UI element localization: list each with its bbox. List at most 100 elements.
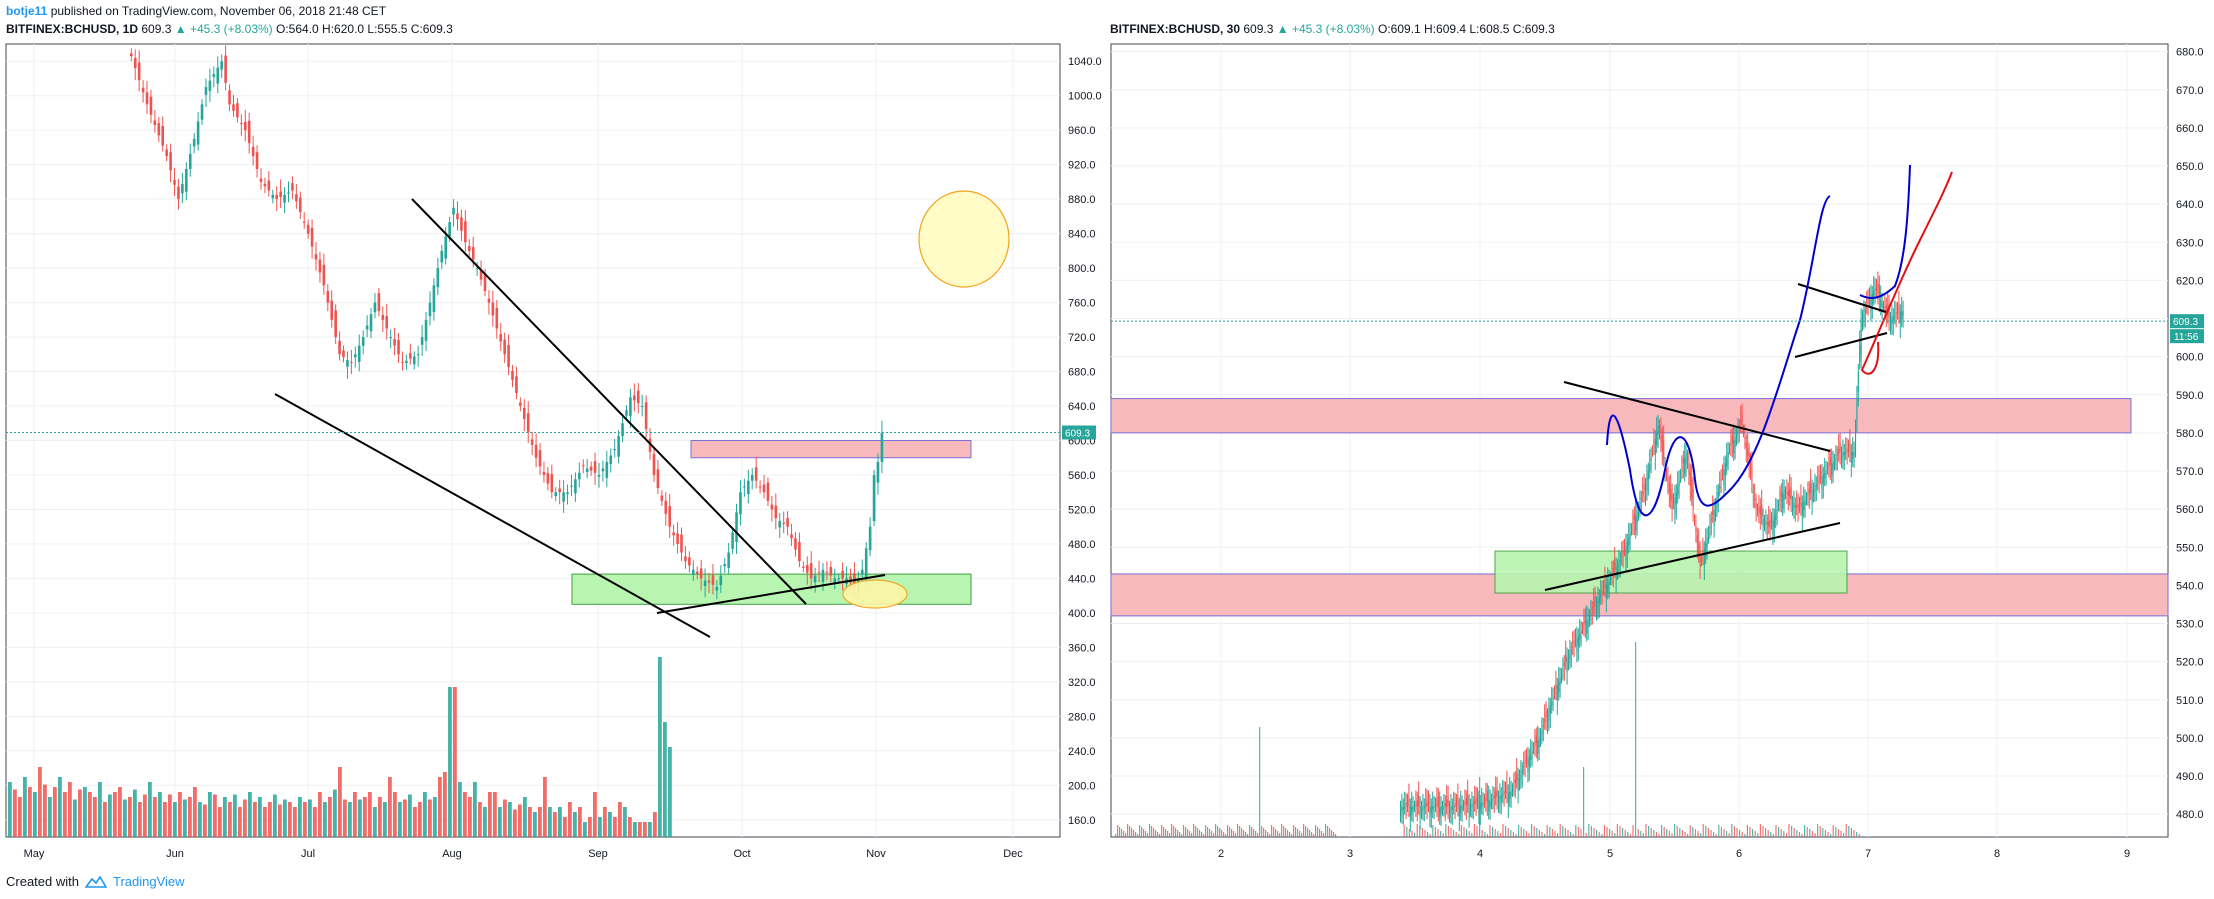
intraday-volume-bar (1119, 827, 1121, 837)
intraday-candle-body (1654, 438, 1656, 455)
intraday-candle-body (1524, 760, 1526, 765)
daily-chart[interactable]: 1040.0 1000.0 960.0 920.0 880.0 840.0 800.0 760… (0, 0, 1104, 870)
intraday-candle-body (1744, 437, 1746, 439)
tradingview-link[interactable]: TradingView (112, 874, 185, 889)
intraday-candle-body (1485, 795, 1487, 802)
intraday-time-tick: 4 (1477, 848, 1483, 860)
intraday-volume-bar (1632, 825, 1634, 837)
daily-candle-body (243, 121, 247, 131)
intraday-candle-body (1548, 709, 1550, 721)
daily-volume-bar (348, 802, 352, 837)
daily-candle-body (688, 557, 691, 566)
daily-volume-bar (173, 802, 177, 837)
daily-candle-body (530, 439, 534, 445)
intraday-volume-bar (1546, 825, 1548, 837)
intraday-candle-body (1561, 673, 1563, 678)
intraday-volume-bar (1309, 830, 1311, 837)
daily-volume-bar (383, 802, 387, 837)
daily-candle-body (868, 526, 872, 551)
intraday-candle-body (1782, 493, 1784, 508)
intraday-candle-body (1586, 620, 1588, 634)
intraday-candle-body (1576, 639, 1578, 653)
daily-candle-body (475, 268, 479, 270)
daily-volume-bar (103, 802, 107, 837)
daily-candle-body (361, 337, 365, 346)
intraday-candle-body (1673, 498, 1675, 504)
daily-time-tick: Jul (301, 848, 315, 860)
intraday-volume-bar (1533, 826, 1535, 837)
intraday-volume-bar (1261, 826, 1263, 837)
daily-last-price-label: 609.3 (1065, 428, 1090, 439)
intraday-candle-body (1901, 311, 1903, 320)
intraday-price-tick: 680.0 (2176, 47, 2204, 59)
intraday-candle-body (1849, 441, 1851, 452)
tradingview-logo-icon (84, 875, 107, 888)
intraday-volume-bar (1718, 825, 1720, 837)
intraday-volume-bar (1726, 831, 1728, 837)
intraday-candle-body (1713, 509, 1715, 526)
intraday-volume-bar (1687, 834, 1689, 837)
intraday-candle-body (1898, 303, 1900, 314)
daily-volume-bar (448, 687, 452, 837)
intraday-volume-bar (1229, 827, 1231, 837)
intraday-volume-bar (1598, 832, 1600, 837)
intraday-volume-bar (1129, 826, 1131, 837)
daily-candle-body (723, 564, 727, 567)
intraday-last-price-tag (2170, 314, 2204, 329)
daily-candle-body (633, 395, 636, 401)
intraday-volume-bar (1468, 831, 1470, 837)
intraday-candle-body (1652, 450, 1654, 452)
daily-candle-body (479, 270, 483, 280)
intraday-candle-body (1451, 806, 1453, 810)
intraday-candle-body (1692, 487, 1694, 510)
intraday-candle-body (1751, 463, 1753, 483)
intraday-candle-body (1696, 535, 1698, 544)
daily-candle-body (707, 580, 711, 583)
intraday-candle-body (1862, 315, 1864, 326)
daily-volume-bar (203, 804, 207, 837)
daily-volume-bar (573, 812, 577, 837)
daily-candle-body (279, 191, 282, 197)
intraday-candle-body (1881, 303, 1883, 308)
intraday-candle-body (1796, 505, 1798, 508)
author-name[interactable]: botje11 (6, 4, 48, 18)
intraday-candle-body (1682, 458, 1684, 464)
daily-candle-body (354, 354, 357, 358)
intraday-volume-bar (1507, 828, 1509, 837)
intraday-candle-body (1612, 567, 1614, 573)
intraday-candle-body (1761, 504, 1763, 517)
intraday-candle-body (1750, 458, 1752, 475)
daily-price-tick: 1000.0 (1068, 91, 1102, 103)
intraday-candle-body (1674, 497, 1676, 514)
intraday-candle-body (1523, 766, 1525, 768)
daily-volume-bar (463, 792, 467, 837)
daily-volume-bar (468, 797, 472, 837)
daily-candle-body (652, 453, 656, 475)
intraday-volume-bar (1161, 825, 1163, 837)
daily-candle-body (719, 575, 723, 586)
intraday-candle-body (1815, 484, 1817, 487)
intraday-volume-bar (1239, 826, 1241, 837)
intraday-candle-body (1579, 633, 1581, 640)
daily-volume-bar (48, 797, 52, 837)
daily-candle-body (589, 466, 593, 471)
intraday-candle-body (1541, 729, 1543, 734)
intraday-candle-body (1510, 791, 1512, 796)
intraday-volume-bar (1137, 834, 1139, 837)
intraday-chart[interactable]: 680.0670.0660.0650.0640.0630.0620.0610.0… (0, 0, 2214, 870)
intraday-candle-body (1617, 564, 1619, 575)
intraday-candle-body (1640, 498, 1642, 500)
intraday-candle-body (1587, 617, 1589, 628)
daily-volume-bar (98, 782, 102, 837)
intraday-candle-body (1533, 747, 1535, 749)
intraday-volume-bar (1554, 831, 1556, 837)
daily-candle-body (460, 217, 463, 231)
intraday-volume-bar (1241, 828, 1243, 837)
intraday-candle-body (1789, 488, 1791, 498)
daily-volume-bar (148, 782, 152, 837)
intraday-price-tick: 630.0 (2176, 237, 2204, 249)
daily-candle-body (621, 423, 624, 437)
daily-volume-bar (403, 799, 407, 837)
daily-price-tick: 440.0 (1068, 573, 1096, 585)
daily-candle-body (538, 450, 542, 467)
